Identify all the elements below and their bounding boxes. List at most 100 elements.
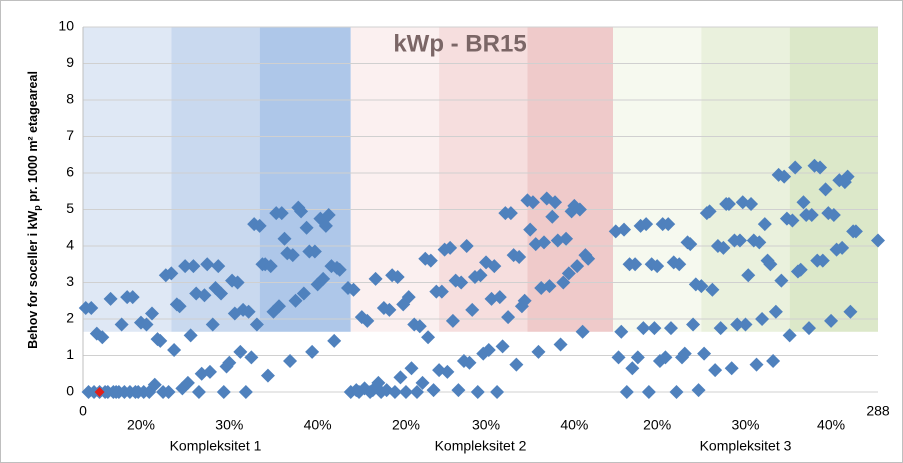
data-point xyxy=(669,385,684,399)
background-band xyxy=(527,27,613,332)
x-tick-label: 0 xyxy=(79,403,87,419)
y-label-part: Behov for soceller i kW xyxy=(26,210,40,348)
data-point xyxy=(548,195,563,210)
data-point xyxy=(658,350,673,365)
data-point xyxy=(390,270,405,285)
y-tick-label: 4 xyxy=(66,237,74,253)
y-tick-label: 3 xyxy=(66,273,74,289)
data-point xyxy=(813,160,828,175)
data-point xyxy=(683,237,698,252)
data-point xyxy=(178,259,193,274)
data-point xyxy=(724,361,739,376)
data-point xyxy=(553,337,568,352)
data-point xyxy=(186,259,201,274)
data-point xyxy=(525,195,540,210)
data-point xyxy=(536,235,551,250)
data-point xyxy=(686,317,701,332)
data-point xyxy=(501,310,516,325)
data-point xyxy=(274,206,289,221)
data-point xyxy=(705,282,720,297)
data-point xyxy=(492,290,507,305)
data-point xyxy=(752,235,767,250)
x-tick-label: 40% xyxy=(560,417,588,433)
data-point xyxy=(233,344,248,359)
data-point xyxy=(139,317,154,332)
data-point xyxy=(490,385,505,399)
data-point xyxy=(512,249,527,264)
data-point xyxy=(721,197,736,212)
data-point xyxy=(843,304,858,319)
data-point xyxy=(94,387,105,397)
background-band xyxy=(83,27,172,332)
y-tick-label: 1 xyxy=(66,346,74,362)
data-point xyxy=(401,290,416,305)
data-point xyxy=(244,350,259,365)
x-group-label: Kompleksitet 3 xyxy=(700,438,792,454)
data-point xyxy=(95,330,110,345)
data-point xyxy=(782,328,797,343)
data-point xyxy=(581,251,596,266)
data-point xyxy=(283,353,298,368)
data-point xyxy=(465,302,480,317)
data-point xyxy=(691,383,706,398)
data-point xyxy=(321,207,336,222)
data-point xyxy=(288,293,303,308)
data-point xyxy=(788,160,803,175)
background-band xyxy=(439,27,528,332)
data-point xyxy=(316,271,331,286)
data-point xyxy=(247,217,262,232)
data-point xyxy=(611,350,626,365)
data-point xyxy=(694,279,709,294)
data-point xyxy=(382,302,397,317)
data-point xyxy=(434,284,449,299)
x-tick-label: 20% xyxy=(643,417,671,433)
data-point xyxy=(619,385,634,399)
data-point xyxy=(216,385,231,399)
data-point xyxy=(147,377,162,392)
data-point xyxy=(277,231,292,246)
data-point xyxy=(318,218,333,233)
data-point xyxy=(249,317,264,332)
data-point xyxy=(481,343,496,358)
data-point xyxy=(801,321,816,336)
data-point xyxy=(636,321,651,336)
data-point xyxy=(625,361,640,376)
data-point xyxy=(454,275,469,290)
x-tick-label: 288 xyxy=(866,403,890,419)
data-point xyxy=(713,321,728,336)
data-point xyxy=(241,304,256,319)
x-group-label: Kompleksitet 2 xyxy=(435,438,527,454)
data-point xyxy=(570,259,585,274)
data-point xyxy=(462,355,477,370)
data-point xyxy=(628,257,643,272)
data-point xyxy=(630,350,645,365)
data-point xyxy=(730,317,745,332)
x-tick-label: 20% xyxy=(127,417,155,433)
background-band xyxy=(259,27,351,332)
chart-title: kWp - BR15 xyxy=(393,30,526,57)
data-point xyxy=(161,385,176,399)
data-point xyxy=(672,257,687,272)
data-point xyxy=(575,324,590,339)
data-point xyxy=(517,293,532,308)
data-point xyxy=(542,279,557,294)
data-point xyxy=(487,259,502,274)
data-point xyxy=(777,169,792,184)
data-point xyxy=(398,385,413,399)
data-point xyxy=(445,313,460,328)
data-point xyxy=(818,182,833,197)
data-point xyxy=(661,217,676,232)
data-point xyxy=(114,317,129,332)
data-point xyxy=(768,304,783,319)
data-point xyxy=(738,317,753,332)
x-tick-label: 30% xyxy=(472,417,500,433)
data-point xyxy=(125,290,140,305)
data-point xyxy=(145,306,160,321)
data-point xyxy=(793,262,808,277)
data-point xyxy=(835,240,850,255)
data-point xyxy=(641,385,656,399)
data-point xyxy=(716,240,731,255)
data-point xyxy=(296,286,311,301)
data-point xyxy=(545,209,560,224)
data-point xyxy=(774,273,789,288)
